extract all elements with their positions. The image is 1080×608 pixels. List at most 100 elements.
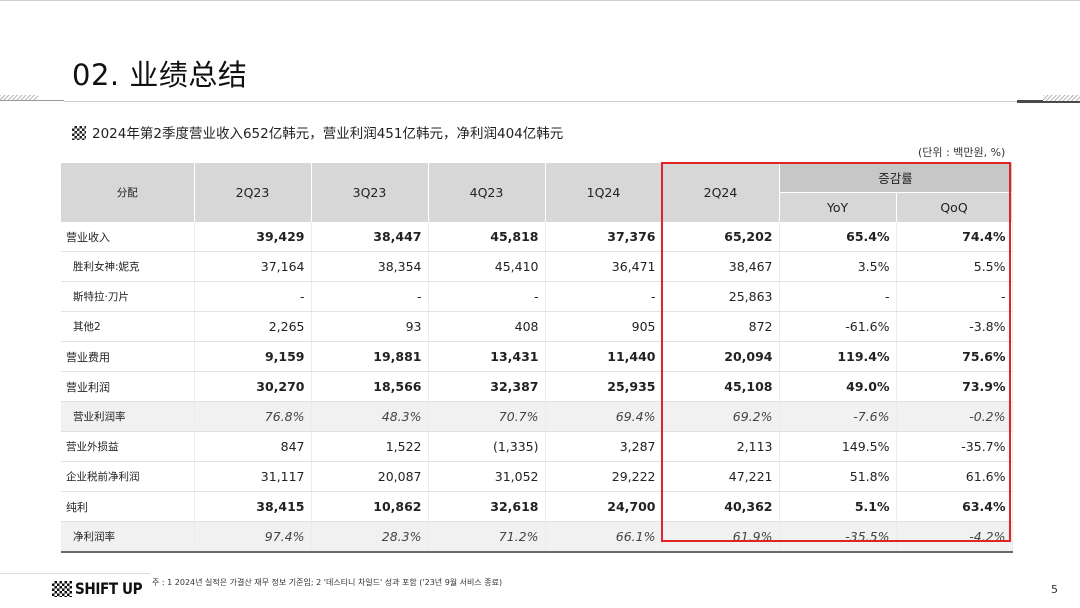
table-cell: 20,087 [311, 461, 429, 492]
table-cell: -35.5% [779, 521, 897, 553]
table-cell: 847 [194, 431, 312, 462]
table-cell: - [311, 281, 429, 312]
logo-text: SHIFT UP [75, 579, 143, 598]
table-cell: 75.6% [896, 341, 1013, 372]
table-cell: 5.1% [779, 491, 897, 522]
table-cell: 31,117 [194, 461, 312, 492]
corner-header: 分配 [61, 163, 195, 222]
page-title: 02. 业绩总结 [72, 58, 248, 92]
checker-logo-icon [52, 580, 72, 597]
table-row: 营业利润 30,270 18,566 32,387 25,935 45,108 49.0% 7… [61, 371, 1013, 402]
table-cell: 45,818 [428, 222, 546, 252]
table-cell: 38,467 [662, 251, 780, 282]
table-cell: 93 [311, 311, 429, 342]
table-cell: 47,221 [662, 461, 780, 492]
table-cell: 76.8% [194, 401, 312, 432]
yoy-header: YoY [779, 192, 897, 222]
table-cell: 149.5% [779, 431, 897, 462]
row-label: 斯特拉·刀片 [61, 281, 195, 312]
table-cell: 408 [428, 311, 546, 342]
table-row: 净利润率 97.4% 28.3% 71.2% 66.1% 61.9% -35.5% -4.2% [61, 521, 1013, 553]
table-cell: 3,287 [545, 431, 663, 462]
table-cell: 51.8% [779, 461, 897, 492]
table-cell: 39,429 [194, 222, 312, 252]
table-cell: 45,108 [662, 371, 780, 402]
table-cell: 2,113 [662, 431, 780, 462]
table-cell: 19,881 [311, 341, 429, 372]
table-cell: 37,376 [545, 222, 663, 252]
table-cell: 9,159 [194, 341, 312, 372]
row-label: 其他2 [61, 311, 195, 342]
table-row: 胜利女神:妮克 37,164 38,354 45,410 36,471 38,467 3.5… [61, 251, 1013, 282]
row-label: 营业费用 [61, 341, 195, 372]
shift-up-logo: SHIFT UP [52, 579, 154, 598]
table-cell: - [896, 281, 1013, 312]
table-cell: 40,362 [662, 491, 780, 522]
row-label: 营业外损益 [61, 431, 195, 462]
table-cell: - [428, 281, 546, 312]
financial-summary-table: 分配 2Q23 3Q23 4Q23 1Q24 2Q24 증감률 YoY QoQ … [61, 163, 1013, 553]
table-cell: 872 [662, 311, 780, 342]
table-cell: 69.2% [662, 401, 780, 432]
table-row: 企业税前净利润 31,117 20,087 31,052 29,222 47,221 51.… [61, 461, 1013, 492]
table-cell: 5.5% [896, 251, 1013, 282]
table-cell: 38,354 [311, 251, 429, 282]
table-row: 营业收入 39,429 38,447 45,818 37,376 65,202 65.4% 7… [61, 222, 1013, 252]
table-cell: - [779, 281, 897, 312]
table-cell: 30,270 [194, 371, 312, 402]
table-cell: 70.7% [428, 401, 546, 432]
table-cell: 11,440 [545, 341, 663, 372]
column-header: 2Q24 [662, 163, 780, 222]
table-cell: 29,222 [545, 461, 663, 492]
table-cell: 38,447 [311, 222, 429, 252]
table-cell: 69.4% [545, 401, 663, 432]
unit-note: (단위 : 백만원, %) [918, 146, 1006, 159]
table-cell: -0.2% [896, 401, 1013, 432]
table-cell: 66.1% [545, 521, 663, 553]
right-rule-bar [1017, 100, 1080, 103]
table-cell: (1,335) [428, 431, 546, 462]
table-cell: 31,052 [428, 461, 546, 492]
table-cell: 38,415 [194, 491, 312, 522]
row-label: 纯利 [61, 491, 195, 522]
table-row: 斯特拉·刀片 - - - -25,863- - [61, 281, 1013, 312]
change-rate-header: 증감률 [779, 163, 1013, 193]
table-cell: 28.3% [311, 521, 429, 553]
table-cell: 25,935 [545, 371, 663, 402]
column-header: 3Q23 [311, 163, 429, 222]
table-cell: 63.4% [896, 491, 1013, 522]
column-header: 2Q23 [194, 163, 312, 222]
table-cell: 65.4% [779, 222, 897, 252]
table-cell: 20,094 [662, 341, 780, 372]
footer-rule [0, 573, 150, 574]
table-cell: -61.6% [779, 311, 897, 342]
row-label: 净利润率 [61, 521, 195, 553]
table-cell: - [545, 281, 663, 312]
table-row: 营业外损益 847 1,522 (1,335) 3,287 2,113 149.5% -35.… [61, 431, 1013, 462]
header-rule [64, 101, 1017, 102]
table-cell: 10,862 [311, 491, 429, 522]
table-row: 纯利 38,415 10,862 32,618 24,700 40,362 5.1% 63.4… [61, 491, 1013, 522]
table-cell: 13,431 [428, 341, 546, 372]
table-cell: 25,863 [662, 281, 780, 312]
column-header: 1Q24 [545, 163, 663, 222]
table-cell: 119.4% [779, 341, 897, 372]
table-cell: 18,566 [311, 371, 429, 402]
table-cell: 73.9% [896, 371, 1013, 402]
table-cell: 61.6% [896, 461, 1013, 492]
table-cell: 24,700 [545, 491, 663, 522]
table-cell: 37,164 [194, 251, 312, 282]
table-cell: 32,387 [428, 371, 546, 402]
table-cell: 48.3% [311, 401, 429, 432]
table-subheader-row: YoY QoQ [61, 192, 1013, 222]
table-cell: 74.4% [896, 222, 1013, 252]
table-row: 营业费用 9,159 19,881 13,431 11,440 20,094 119.4% 7… [61, 341, 1013, 372]
table-cell: 36,471 [545, 251, 663, 282]
table-cell: -35.7% [896, 431, 1013, 462]
table-cell: 71.2% [428, 521, 546, 553]
summary-text: 2024年第2季度营业收入652亿韩元，营业利润451亿韩元，净利润404亿韩元 [92, 126, 564, 142]
top-border [0, 0, 1080, 1]
table-cell: -7.6% [779, 401, 897, 432]
table-cell: 49.0% [779, 371, 897, 402]
row-label: 营业利润率 [61, 401, 195, 432]
